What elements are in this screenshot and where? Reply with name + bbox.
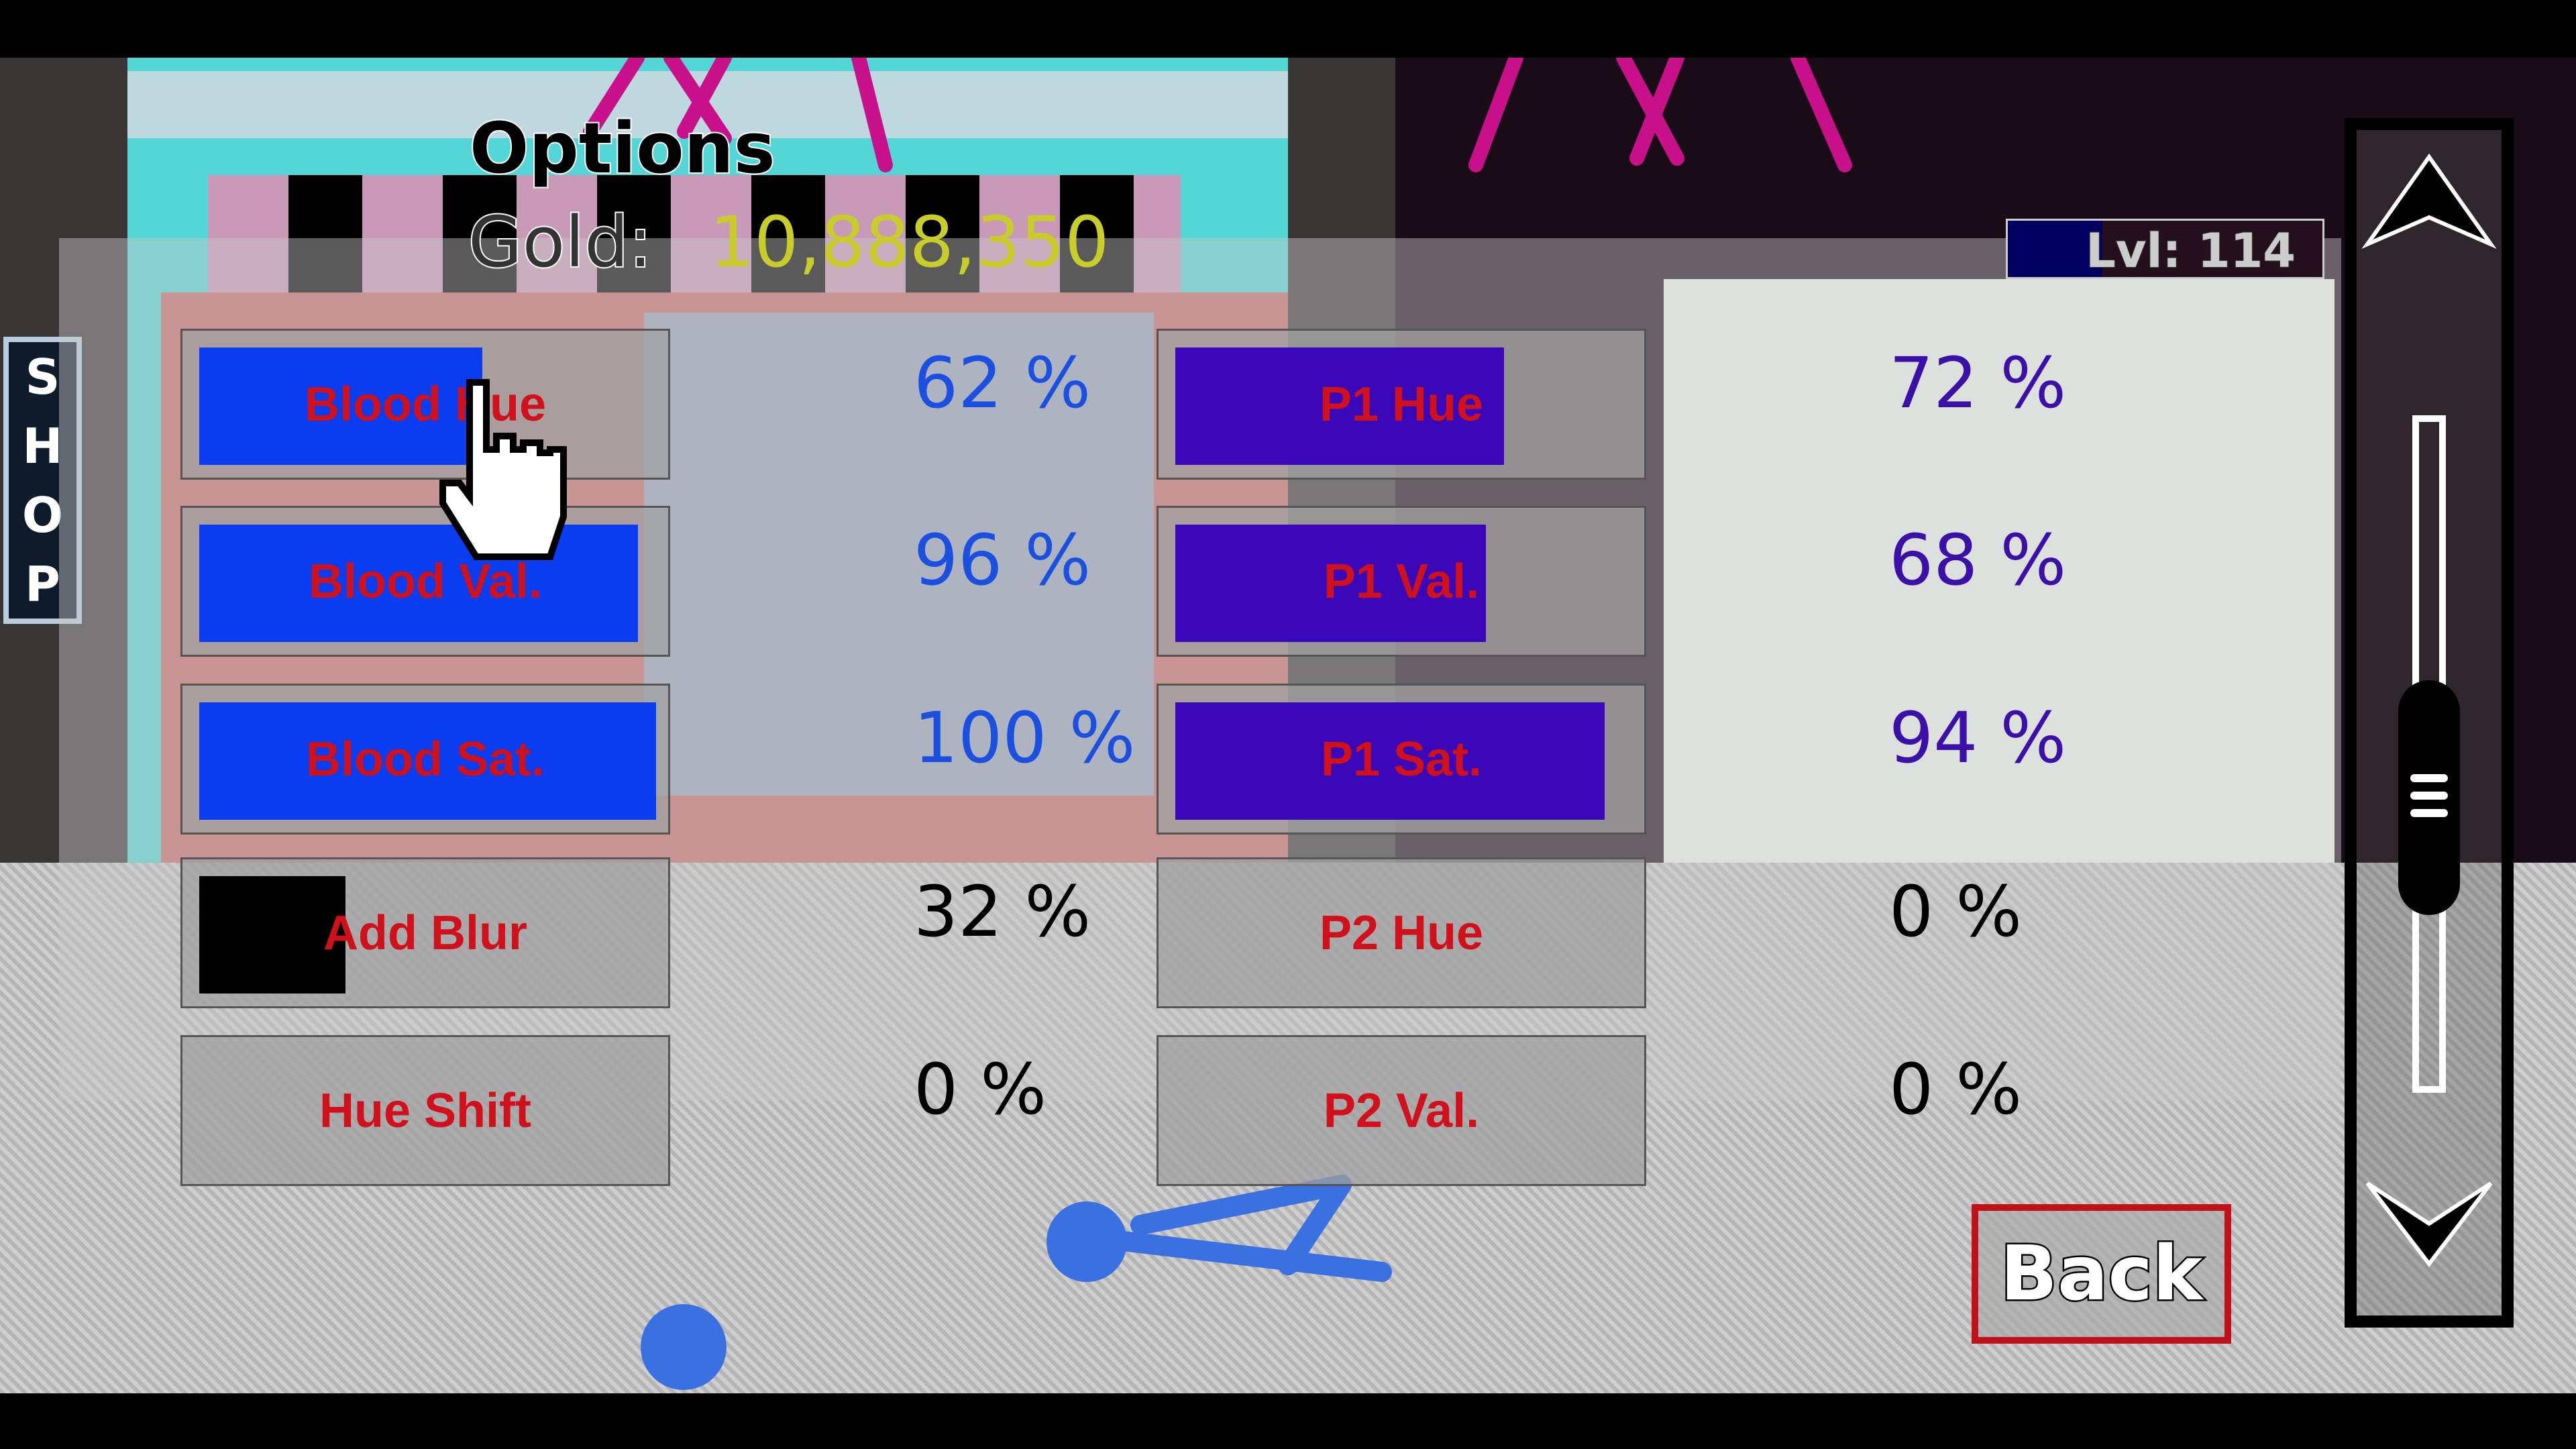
slider-fill [1175,525,1487,642]
slider-value: 0 % [914,1049,1047,1130]
slider-value: 32 % [914,871,1091,953]
slider-blood-hue[interactable]: Blood Hue [180,329,670,480]
slider-value: 0 % [1889,1049,2023,1130]
level-progress-fill [2008,221,2102,277]
shop-letter: O [21,486,64,543]
slider-label: Add Blur [323,906,527,960]
shop-letter: H [22,417,63,474]
blue-ball [641,1304,727,1390]
slider-p2-val[interactable]: P2 Val. [1157,1035,1646,1186]
scene-decor [583,58,1852,1390]
slider-p1-sat[interactable]: P1 Sat. [1157,684,1646,835]
slider-label: P2 Val. [1323,1083,1480,1138]
slider-label: Blood Hue [305,377,546,431]
scroll-up-arrow-icon [2361,153,2497,250]
slider-value: 100 % [914,697,1136,779]
fruit-shelves [644,313,1154,796]
shop-letter: P [25,555,60,612]
white-wall [1664,279,2334,883]
gold-label: Gold: [467,200,653,284]
slider-label: P2 Hue [1319,906,1484,960]
slider-p1-val[interactable]: P1 Val. [1157,506,1646,657]
slider-label: P1 Val. [1323,554,1480,608]
slider-label: Blood Val. [308,554,543,608]
slider-value: 72 % [1889,342,2067,424]
slider-blood-sat[interactable]: Blood Sat. [180,684,670,835]
slider-fill [1175,347,1505,465]
slider-fill [199,347,483,465]
slider-fill [199,702,656,820]
scrollbar-graphics [2361,153,2497,1267]
slider-blood-val[interactable]: Blood Val. [180,506,670,657]
slider-hue-shift[interactable]: Hue Shift [180,1035,670,1186]
back-button[interactable]: Back [1972,1204,2231,1344]
slider-label: Hue Shift [319,1083,531,1138]
slider-value: 96 % [914,519,1091,601]
page-title: Options [468,106,777,191]
gold-value: 10,888,350 [710,201,1110,283]
stick-figure [1090,1175,1392,1282]
shop-letter: S [25,348,60,405]
slider-add-blur[interactable]: Add Blur [180,857,670,1008]
level-bar: Lvl: 114 [2006,219,2324,279]
slider-fill [199,876,345,994]
scrollbar[interactable] [2345,118,2514,1328]
slider-label: Blood Sat. [306,732,545,786]
scroll-handle [2398,680,2460,915]
slider-label: P1 Hue [1319,377,1484,431]
slider-value: 0 % [1889,871,2023,953]
slider-value: 94 % [1889,697,2067,779]
slider-value: 62 % [914,342,1091,424]
scroll-down-arrow-icon [2365,1181,2493,1267]
slider-fill [199,525,638,642]
slider-fill [1175,702,1605,820]
hand-cursor-icon [439,379,567,560]
shop-sign[interactable]: S H O P [3,337,82,624]
slider-label: P1 Sat. [1320,732,1483,786]
slider-value: 68 % [1889,519,2067,601]
slider-p1-hue[interactable]: P1 Hue [1157,329,1646,480]
slider-p2-hue[interactable]: P2 Hue [1157,857,1646,1008]
level-text: Lvl: 114 [2085,223,2296,279]
